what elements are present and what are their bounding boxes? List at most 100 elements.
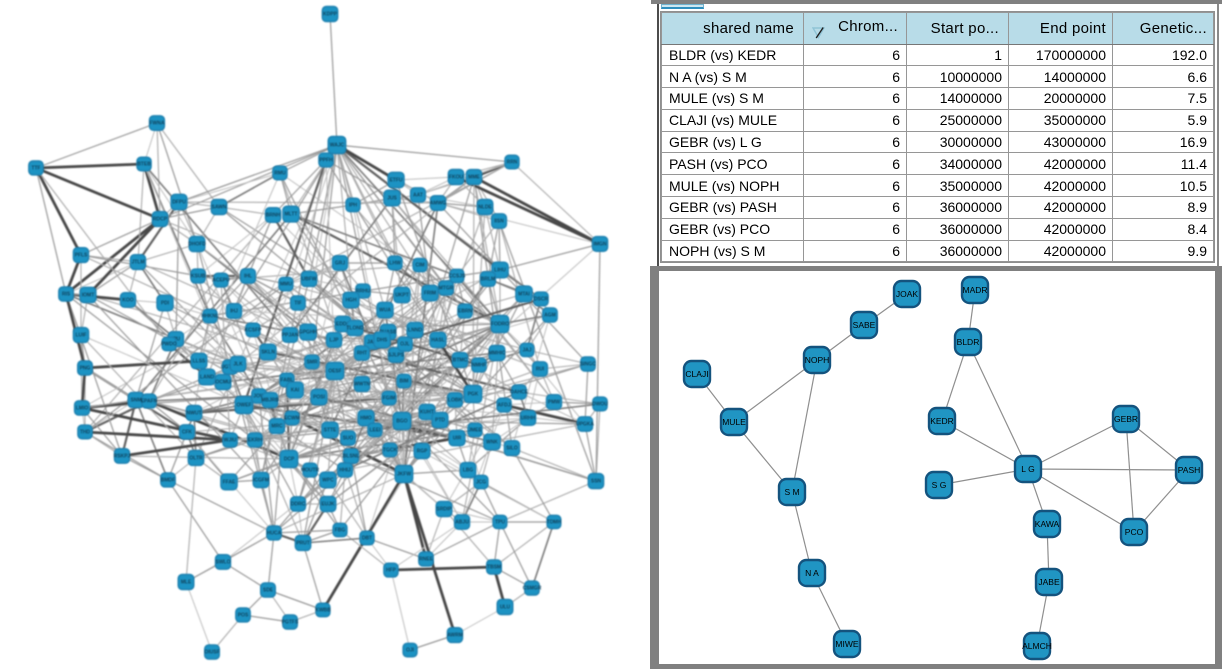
svg-text:TDMH: TDMH (547, 520, 562, 526)
svg-text:PWDO: PWDO (161, 342, 177, 348)
svg-text:JUS: JUS (387, 196, 397, 202)
svg-text:PCO: PCO (1125, 527, 1144, 537)
svg-text:SILO: SILO (506, 446, 518, 452)
svg-text:OIUSF: OIUSF (204, 650, 219, 656)
svg-text:DFPU: DFPU (172, 200, 186, 206)
svg-text:LIHU: LIHU (494, 268, 506, 274)
svg-text:CFK: CFK (182, 430, 193, 436)
svg-text:TLOND: TLOND (346, 326, 364, 332)
svg-text:OLTR: OLTR (189, 456, 203, 462)
svg-text:NOPH: NOPH (805, 355, 830, 365)
svg-text:KSUB: KSUB (191, 274, 206, 280)
svg-text:NMHF: NMHF (472, 363, 486, 369)
svg-text:LHW: LHW (389, 261, 401, 267)
svg-text:RRN: RRN (507, 160, 518, 166)
svg-text:TPU: TPU (495, 520, 505, 526)
svg-text:MTGR: MTGR (439, 286, 454, 292)
svg-text:AAT: AAT (413, 193, 423, 199)
svg-text:BLDR: BLDR (957, 337, 980, 347)
svg-text:ECWM: ECWM (284, 416, 300, 422)
svg-text:LEEI: LEEI (369, 428, 381, 434)
svg-text:MULE: MULE (722, 417, 746, 427)
svg-text:SNM: SNM (130, 398, 141, 404)
svg-text:RGP: RGP (417, 449, 429, 455)
svg-text:BLSNL: BLSNL (343, 454, 360, 460)
svg-text:KEDR: KEDR (930, 416, 954, 426)
svg-text:ACEPU: ACEPU (212, 278, 230, 284)
svg-text:SDE: SDE (263, 588, 274, 594)
svg-text:SJLPS: SJLPS (388, 353, 405, 359)
svg-text:SWLO: SWLO (216, 560, 231, 566)
svg-text:MIWE: MIWE (835, 639, 858, 649)
svg-text:EUJK: EUJK (321, 502, 335, 508)
svg-text:IHJ: IHJ (230, 309, 238, 315)
svg-text:FFAE: FFAE (223, 480, 236, 486)
svg-text:PASH: PASH (1178, 465, 1201, 475)
svg-text:ULU: ULU (500, 605, 511, 611)
svg-text:SRDIP: SRDIP (436, 507, 452, 513)
svg-text:MRC: MRC (271, 424, 283, 430)
svg-text:OESF: OESF (328, 369, 342, 375)
svg-text:BTEB: BTEB (137, 162, 151, 168)
svg-text:SABE: SABE (853, 320, 876, 330)
svg-text:AWRM: AWRM (447, 633, 463, 639)
svg-text:LNND: LNND (408, 328, 422, 334)
svg-text:BIM: BIM (399, 379, 408, 385)
svg-text:BRLM: BRLM (481, 277, 495, 283)
svg-text:RUI: RUI (536, 367, 545, 373)
svg-text:TTF: TTF (31, 166, 40, 172)
svg-text:IISN: IISN (494, 219, 504, 225)
svg-text:POSI: POSI (313, 395, 326, 401)
svg-text:N A: N A (805, 568, 819, 578)
svg-text:WPC: WPC (322, 478, 334, 484)
svg-text:KUHT: KUHT (420, 410, 434, 416)
svg-text:JTLM: JTLM (131, 260, 144, 266)
svg-text:CSMGR: CSMGR (523, 586, 542, 592)
svg-text:LBG: LBG (463, 468, 474, 474)
svg-text:CLAJI: CLAJI (685, 369, 708, 379)
svg-text:PPFH: PPFH (319, 158, 333, 164)
svg-text:MTAI: MTAI (518, 292, 530, 298)
svg-text:RMU: RMU (274, 171, 286, 177)
svg-text:PMW: PMW (548, 400, 561, 406)
svg-text:KDPP: KDPP (323, 12, 338, 18)
svg-text:PTD: PTD (435, 418, 445, 424)
svg-text:SKLN: SKLN (261, 350, 275, 356)
svg-text:L G: L G (1021, 464, 1034, 474)
svg-text:EBRN: EBRN (458, 309, 473, 315)
svg-text:NWUT: NWUT (187, 411, 202, 417)
svg-text:ABJU: ABJU (455, 520, 469, 526)
svg-text:ALMCH: ALMCH (1022, 641, 1052, 651)
svg-text:JLK: JLK (233, 362, 243, 368)
svg-text:MME: MME (468, 175, 480, 181)
svg-text:STTE: STTE (324, 428, 337, 434)
svg-text:RHT: RHT (357, 351, 367, 357)
svg-text:LLSS: LLSS (193, 359, 206, 365)
svg-text:SMR: SMR (306, 360, 318, 366)
svg-text:LMIO: LMIO (76, 406, 89, 412)
svg-text:PNG: PNG (80, 366, 91, 372)
svg-text:GRJ: GRJ (335, 261, 346, 267)
svg-text:KAWA: KAWA (1035, 519, 1060, 529)
svg-text:POS: POS (238, 613, 249, 619)
svg-text:DHOFD: DHOFD (188, 242, 206, 248)
svg-text:SAWN: SAWN (212, 205, 227, 211)
svg-text:HHKNL: HHKNL (201, 314, 219, 320)
svg-text:FBG: FBG (335, 528, 346, 534)
svg-text:DWOU: DWOU (592, 402, 608, 408)
svg-text:AFDJ: AFDJ (497, 403, 510, 409)
svg-text:MLE: MLE (181, 580, 192, 586)
svg-text:BMDF: BMDF (161, 478, 175, 484)
svg-text:JAJ: JAJ (522, 348, 531, 354)
svg-text:FRIM: FRIM (424, 291, 436, 297)
svg-text:JKFW: JKFW (397, 472, 411, 478)
svg-text:PGTFS: PGTFS (282, 620, 299, 626)
svg-text:LOBK: LOBK (448, 398, 463, 404)
svg-text:DSCR: DSCR (534, 297, 549, 303)
svg-text:KCSFP: KCSFP (245, 328, 263, 334)
svg-text:JABE: JABE (1038, 577, 1060, 587)
svg-text:RIS: RIS (62, 292, 71, 298)
svg-text:RNEE: RNEE (419, 557, 434, 563)
svg-text:HHIJ: HHIJ (339, 468, 351, 474)
svg-text:TBSM: TBSM (487, 565, 501, 571)
